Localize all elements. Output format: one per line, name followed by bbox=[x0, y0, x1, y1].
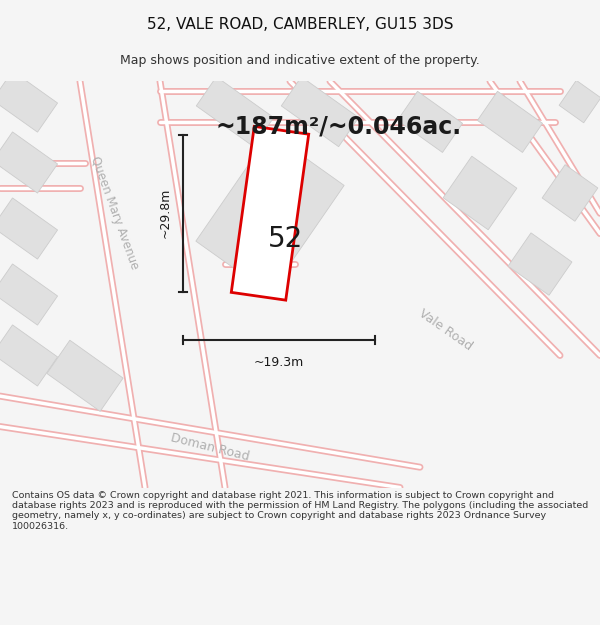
Text: ~187m²/~0.046ac.: ~187m²/~0.046ac. bbox=[215, 115, 461, 139]
Text: Queen Mary Avenue: Queen Mary Avenue bbox=[88, 155, 142, 272]
Polygon shape bbox=[397, 91, 463, 152]
Polygon shape bbox=[0, 132, 58, 193]
Polygon shape bbox=[0, 198, 58, 259]
Text: Doman Road: Doman Road bbox=[169, 431, 251, 463]
Polygon shape bbox=[47, 340, 123, 411]
Text: Map shows position and indicative extent of the property.: Map shows position and indicative extent… bbox=[120, 54, 480, 68]
Polygon shape bbox=[196, 133, 344, 294]
Polygon shape bbox=[542, 164, 598, 221]
Text: Contains OS data © Crown copyright and database right 2021. This information is : Contains OS data © Crown copyright and d… bbox=[12, 491, 588, 531]
Polygon shape bbox=[0, 325, 58, 386]
Polygon shape bbox=[559, 81, 600, 122]
Polygon shape bbox=[0, 264, 58, 325]
Polygon shape bbox=[478, 91, 542, 152]
Text: Vale Road: Vale Road bbox=[416, 307, 474, 353]
Polygon shape bbox=[281, 77, 359, 147]
Polygon shape bbox=[0, 71, 58, 132]
Text: ~19.3m: ~19.3m bbox=[254, 356, 304, 369]
Text: 52: 52 bbox=[268, 224, 302, 253]
Polygon shape bbox=[508, 233, 572, 295]
Polygon shape bbox=[196, 77, 274, 147]
Polygon shape bbox=[231, 126, 309, 300]
Text: ~29.8m: ~29.8m bbox=[158, 188, 172, 239]
Text: 52, VALE ROAD, CAMBERLEY, GU15 3DS: 52, VALE ROAD, CAMBERLEY, GU15 3DS bbox=[147, 17, 453, 32]
Polygon shape bbox=[443, 156, 517, 230]
